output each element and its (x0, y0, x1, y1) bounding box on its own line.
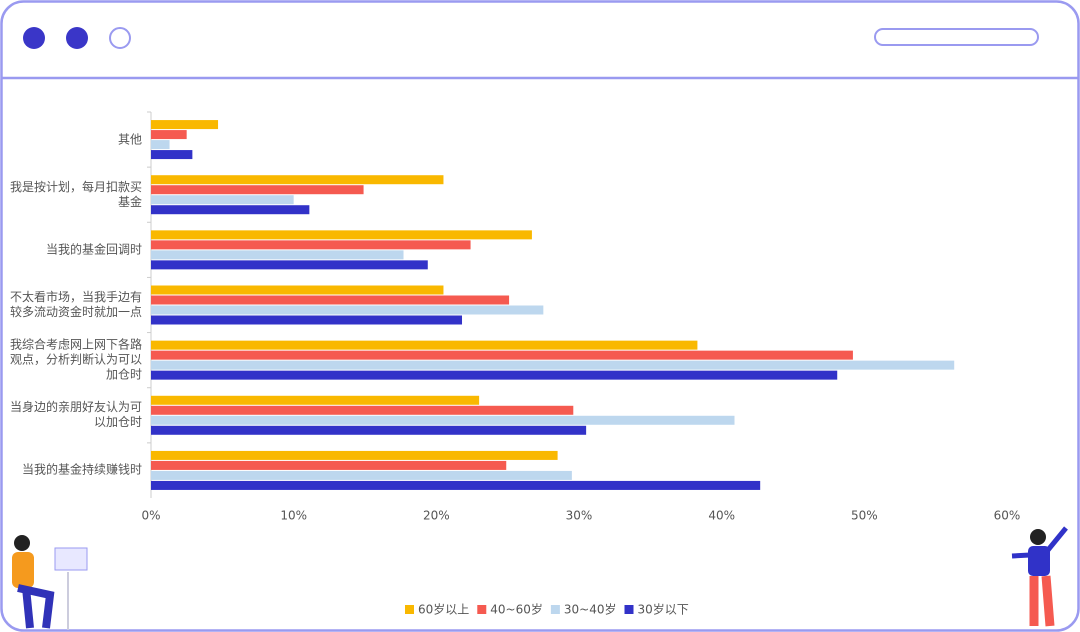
bar (151, 185, 364, 195)
bar (151, 415, 735, 425)
bar (151, 305, 544, 315)
illustration-right (1011, 526, 1068, 627)
window-dot (66, 27, 88, 49)
y-tick-label: 我综合考虑网上网下各路观点，分析判断认为可以加仓时 (9, 337, 142, 382)
legend-label: 30岁以下 (638, 602, 689, 617)
x-tick-label: 40% (708, 509, 735, 523)
legend-label: 30~40岁 (564, 602, 617, 617)
illustration-left (12, 535, 88, 630)
bar (151, 175, 444, 185)
person-body (1028, 546, 1050, 576)
y-tick-label: 其他 (117, 132, 142, 147)
window-dot (23, 27, 45, 49)
person-legs (1029, 575, 1055, 627)
window-dot (109, 27, 131, 49)
bar (151, 240, 471, 250)
bar (151, 405, 574, 415)
bar (151, 295, 510, 305)
bar (151, 460, 507, 470)
bar (151, 260, 428, 270)
legend-swatch (477, 605, 487, 614)
legend-swatch (550, 605, 560, 614)
person-head (1030, 529, 1046, 545)
bar (151, 120, 219, 130)
legend-label: 60岁以上 (418, 602, 469, 617)
bar (151, 360, 955, 370)
legend-swatch (405, 605, 414, 614)
person-arms (1011, 526, 1068, 559)
bar (151, 195, 294, 205)
legend-label: 40~60岁 (490, 602, 543, 617)
bar (151, 315, 463, 325)
bar (151, 250, 404, 260)
search-bar (874, 28, 1039, 46)
bar (151, 230, 532, 240)
person-body (12, 552, 34, 588)
person-legs (17, 584, 55, 629)
person-head (14, 535, 30, 551)
x-tick-label: 0% (141, 509, 160, 523)
bar (151, 340, 698, 350)
bar (151, 395, 480, 405)
bar (151, 470, 572, 480)
bar (151, 130, 187, 140)
bar (151, 370, 838, 380)
bar (151, 285, 444, 295)
bar (151, 150, 193, 160)
x-tick-label: 20% (423, 509, 450, 523)
y-tick-label: 当身边的亲朋好友认为可以加仓时 (9, 400, 142, 430)
y-tick-label: 不太看市场，当我手边有较多流动资金时就加一点 (9, 290, 142, 319)
bar (151, 480, 761, 490)
y-tick-label: 我是按计划，每月扣款买基金 (9, 179, 142, 209)
x-tick-label: 60% (994, 509, 1021, 523)
laptop (54, 547, 88, 571)
x-tick-label: 50% (851, 509, 878, 523)
legend-swatch (624, 605, 634, 614)
x-tick-label: 30% (566, 509, 593, 523)
y-tick-label: 当我的基金持续赚钱时 (21, 462, 142, 477)
bar (151, 350, 853, 360)
bar (151, 450, 558, 460)
y-tick-label: 当我的基金回调时 (45, 242, 142, 257)
bar (151, 205, 310, 215)
bar (151, 140, 170, 150)
bar (151, 425, 587, 435)
x-tick-label: 10% (280, 509, 307, 523)
